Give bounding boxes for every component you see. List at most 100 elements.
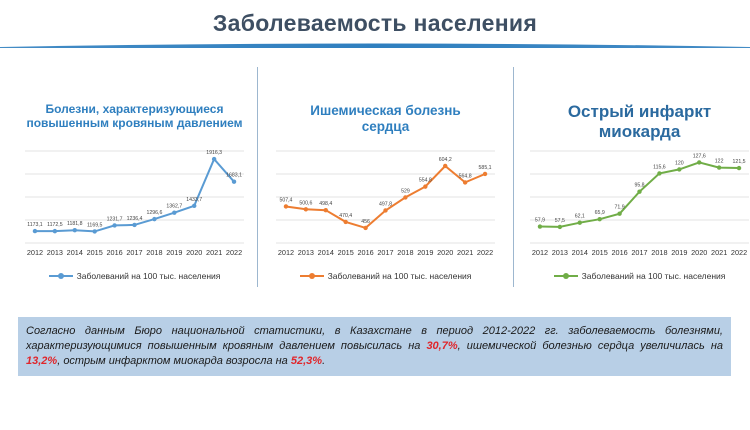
note-text: , ишемической болезнью сердца увеличилас… [457, 340, 723, 353]
x-tick-label: 2020 [691, 248, 707, 257]
data-label: 500,6 [299, 200, 312, 206]
separator-1 [257, 67, 258, 287]
x-tick-label: 2015 [338, 248, 354, 257]
x-tick-label: 2018 [146, 248, 162, 257]
x-tick-label: 2021 [711, 248, 727, 257]
data-point [716, 165, 722, 170]
data-point [343, 219, 348, 225]
x-tick-label: 2019 [417, 248, 433, 257]
data-label: 604,2 [439, 157, 452, 163]
data-label: 1173,1 [27, 222, 43, 228]
data-label: 497,8 [379, 201, 392, 207]
x-tick-label: 2016 [106, 248, 122, 257]
separator-2 [513, 67, 514, 287]
chart-panel-ischemic: Ишемическая болезнь сердца 507,4 500,6 498… [268, 95, 503, 290]
data-point [112, 223, 117, 228]
x-tick-label: 2014 [318, 248, 334, 257]
chart-plot: 57,9 57,5 62,1 65,9 71,9 95,8 115,6 120 127,6 122… [530, 150, 749, 257]
legend-marker-icon [553, 272, 578, 280]
x-tick-label: 2012 [532, 248, 548, 257]
data-point [677, 167, 682, 172]
data-point [72, 228, 77, 233]
data-point [657, 171, 662, 176]
data-point [92, 229, 97, 234]
data-point [637, 189, 642, 194]
chart-legend: Заболеваний на 100 тыс. населения [17, 271, 252, 281]
data-label: 1296,6 [146, 210, 162, 216]
chart-legend: Заболеваний на 100 тыс. населения [522, 271, 750, 281]
x-tick-label: 2019 [671, 248, 687, 257]
chart-legend: Заболеваний на 100 тыс. населения [268, 271, 503, 281]
data-label: 1916,3 [206, 150, 222, 156]
data-label: 456 [361, 219, 370, 225]
data-label: 529 [401, 188, 410, 194]
x-tick-label: 2021 [206, 248, 222, 257]
data-label: 1169,5 [87, 222, 103, 228]
chart-plot: 1173,1 1172,5 1181,8 1169,5 1231,7 1236,41296… [25, 150, 244, 257]
x-tick-label: 2012 [27, 248, 43, 257]
x-tick-label: 2014 [67, 248, 83, 257]
x-tick-label: 2013 [552, 248, 568, 257]
data-point [52, 228, 58, 234]
data-point [482, 171, 488, 177]
data-label: 554,8 [419, 178, 432, 184]
data-point [736, 165, 742, 171]
data-point [152, 216, 157, 222]
data-point [617, 211, 622, 216]
legend-marker-icon [299, 272, 324, 280]
chart-title: Болезни, характеризующиеся повышенным кр… [26, 102, 243, 130]
data-point [462, 180, 468, 185]
data-label: 564,8 [459, 173, 472, 179]
data-label: 1172,5 [47, 222, 63, 228]
data-label: 115,6 [653, 164, 666, 170]
note-text: , острым инфарктом миокарда возросла на [57, 355, 291, 368]
legend-label: Заболеваний на 100 тыс. населения [327, 271, 472, 281]
data-label: 1231,7 [107, 216, 123, 222]
legend-label: Заболеваний на 100 тыс. населения [76, 271, 221, 281]
data-label: 1683,1 [226, 173, 242, 179]
data-point [537, 224, 543, 229]
x-tick-label: 2012 [278, 248, 294, 257]
data-point [283, 204, 289, 209]
chart-plot: 507,4 500,6 498,4 470,4 456 497,8 529 554,8 604,… [276, 150, 495, 257]
data-label: 95,8 [634, 183, 644, 189]
data-label: 1362,7 [166, 204, 182, 210]
x-tick-label: 2018 [651, 248, 667, 257]
data-point [577, 220, 582, 225]
data-label: 585,1 [479, 165, 492, 171]
data-point [323, 208, 328, 213]
data-point [423, 184, 428, 189]
note-highlight: 30,7% [426, 340, 458, 353]
x-tick-label: 2015 [87, 248, 103, 257]
x-tick-label: 2017 [631, 248, 647, 257]
chart-title: Острый инфаркт миокарда [567, 102, 712, 141]
x-tick-label: 2013 [298, 248, 314, 257]
data-point [403, 195, 408, 200]
note-highlight: 13,2% [26, 355, 58, 368]
data-point [303, 207, 309, 212]
x-tick-label: 2020 [437, 248, 453, 257]
data-label: 65,9 [595, 210, 605, 216]
x-tick-label: 2021 [457, 248, 473, 257]
data-label: 62,1 [575, 214, 585, 220]
data-label: 470,4 [339, 213, 352, 219]
note-highlight: 52,3% [290, 355, 323, 368]
data-point [557, 224, 563, 230]
chart-panel-infarction: Острый инфаркт миокарда 57,9 57,5 62,1 65,9… [522, 95, 750, 290]
x-tick-label: 2015 [592, 248, 608, 257]
data-label: 1236,4 [127, 216, 143, 222]
x-tick-label: 2016 [357, 248, 373, 257]
note-text: Согласно данным Бюро национальной статис… [26, 325, 723, 353]
data-point [32, 228, 38, 234]
x-tick-label: 2020 [186, 248, 202, 257]
data-label: 122 [715, 159, 724, 165]
x-tick-label: 2017 [126, 248, 142, 257]
data-point [697, 160, 702, 165]
data-point [443, 163, 448, 169]
x-tick-label: 2022 [731, 248, 747, 257]
data-point [192, 203, 197, 209]
x-tick-label: 2013 [47, 248, 63, 257]
x-tick-label: 2016 [611, 248, 627, 257]
data-point [211, 156, 217, 162]
data-label: 57,5 [555, 218, 565, 224]
